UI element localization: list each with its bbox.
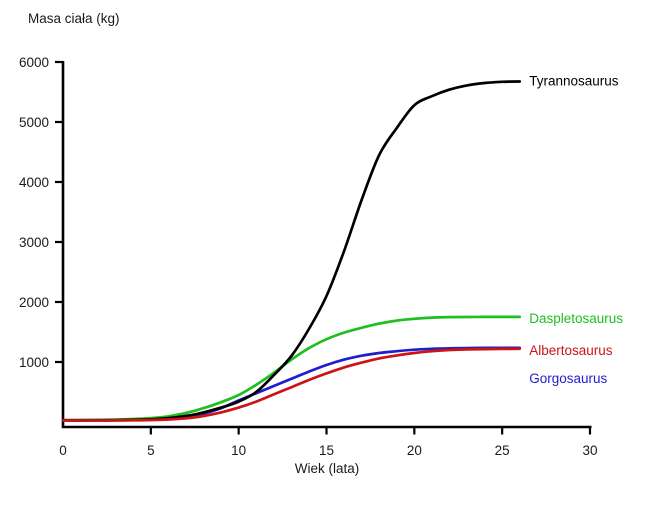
x-axis-title: Wiek (lata) (295, 461, 360, 476)
y-tick-label-3000: 3000 (19, 235, 49, 250)
curve-labels: Tyrannosaurus Daspletosaurus Albertosaurus… (529, 74, 623, 387)
curve-label-tyrannosaurus: Tyrannosaurus (529, 74, 619, 89)
curve-label-albertosaurus: Albertosaurus (529, 343, 613, 358)
y-axis-title: Masa ciała (kg) (28, 11, 120, 26)
x-tick-label-20: 20 (407, 443, 422, 458)
curve-label-daspletosaurus: Daspletosaurus (529, 311, 623, 326)
curve-daspletosaurus (61, 315, 522, 422)
y-tick-label-2000: 2000 (19, 295, 49, 310)
axes: 1000 2000 3000 4000 5000 6000 0 5 10 15 20 25 30 (19, 55, 598, 458)
y-tick-label-1000: 1000 (19, 355, 49, 370)
x-tick-label-15: 15 (319, 443, 334, 458)
x-tick-label-30: 30 (582, 443, 597, 458)
x-tick-label-5: 5 (147, 443, 155, 458)
curve-label-gorgosaurus: Gorgosaurus (529, 371, 607, 386)
curves (61, 80, 522, 422)
x-tick-label-10: 10 (231, 443, 246, 458)
curve-tyrannosaurus (61, 80, 522, 422)
y-tick-label-4000: 4000 (19, 175, 49, 190)
curve-albertosaurus (61, 347, 522, 422)
y-tick-label-5000: 5000 (19, 115, 49, 130)
x-tick-label-25: 25 (495, 443, 510, 458)
y-tick-label-6000: 6000 (19, 55, 49, 70)
x-tick-label-0: 0 (59, 443, 67, 458)
